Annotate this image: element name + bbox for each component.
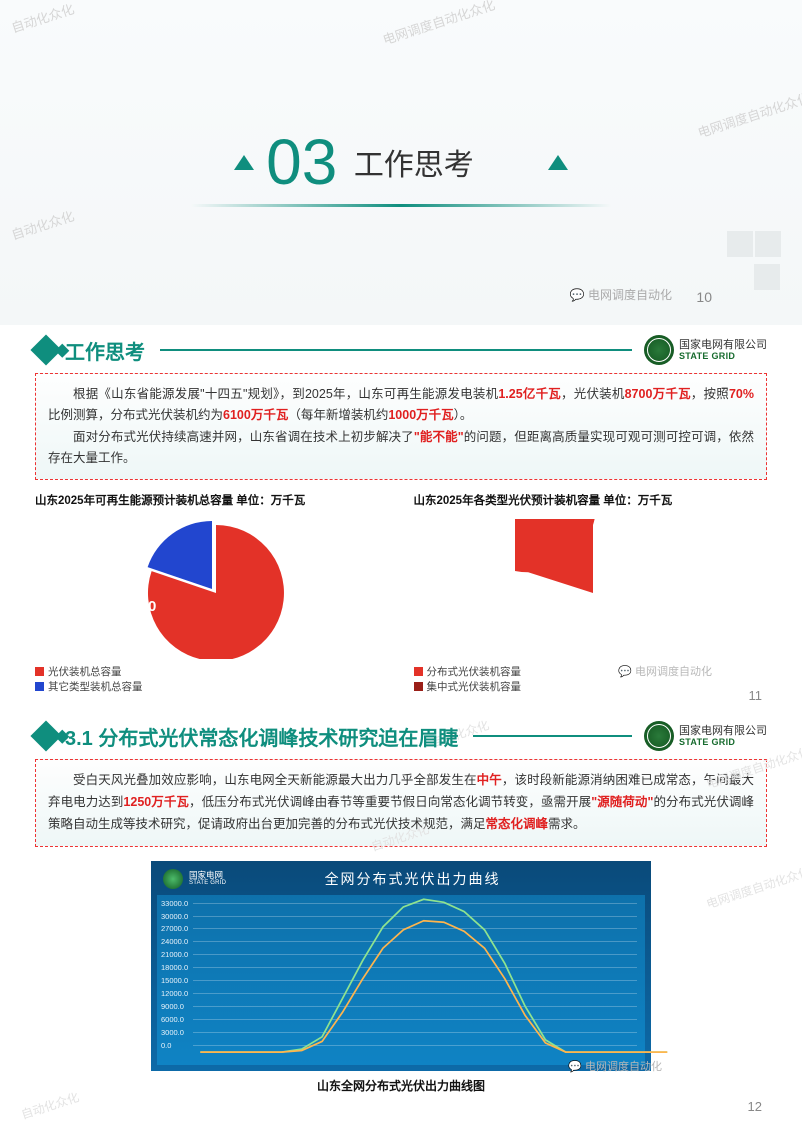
header-divider [160, 349, 632, 351]
slide-header: 3.1 分布式光伏常态化调峰技术研究迫在眉睫 国家电网有限公司 STATE GR… [35, 721, 767, 751]
page-number: 11 [749, 688, 763, 703]
section-number: 03 [266, 130, 337, 194]
y-tick-label: 15000.0 [161, 976, 188, 985]
y-tick-label: 9000.0 [161, 1002, 184, 1011]
chart1-title: 山东2025年可再生能源预计装机总容量 单位：万千瓦 [35, 492, 389, 508]
legend-item: 其它类型装机总容量 [35, 679, 143, 694]
diamond-icon [30, 720, 61, 751]
curve-header: 国家电网 STATE GRID 全网分布式光伏出力曲线 [157, 867, 645, 895]
pie-chart-2: 山东2025年各类型光伏预计装机容量 单位：万千瓦 6100 （占比约70%） [414, 492, 768, 694]
decor-squares [726, 230, 782, 296]
mini-logo-text: 国家电网 STATE GRID [189, 871, 226, 886]
watermark-diag: 自动化众化 [9, 205, 77, 243]
body-textbox: 受白天风光叠加效应影响，山东电网全天新能源最大出力几乎全部发生在中午，该时段新能… [35, 759, 767, 847]
curve-svg [193, 895, 681, 1065]
logo-text-en: STATE GRID [679, 351, 767, 361]
pie1-svg [137, 519, 287, 659]
pie2-label: 6100 （占比约70%） [469, 578, 546, 611]
watermark-tag: 💬 电网调度自动化 [618, 663, 712, 679]
slide-3-1: 3.1 分布式光伏常态化调峰技术研究迫在眉睫 国家电网有限公司 STATE GR… [0, 709, 802, 1124]
y-tick-label: 33000.0 [161, 899, 188, 908]
curve-plot-area: 33000.0 30000.0 27000.0 24000.0 21000.0 18000… [157, 895, 645, 1065]
curve-panel: 国家电网 STATE GRID 全网分布式光伏出力曲线 33000.0 30000… [151, 861, 651, 1071]
paragraph-1: 根据《山东省能源发展"十四五"规划》，到2025年，山东可再生能源发电装机1.2… [48, 384, 754, 427]
chart1-legend: 光伏装机总容量 其它类型装机总容量 [35, 664, 389, 694]
pie-chart-1: 山东2025年可再生能源预计装机总容量 单位：万千瓦 3800 8700 光伏装… [35, 492, 389, 694]
watermark-tag: 💬 电网调度自动化 [568, 1058, 662, 1074]
curve-title: 全网分布式光伏出力曲线 [226, 869, 599, 889]
paragraph: 受白天风光叠加效应影响，山东电网全天新能源最大出力几乎全部发生在中午，该时段新能… [48, 770, 754, 836]
logo-text-en: STATE GRID [679, 737, 767, 747]
slide-header: 工作思考 国家电网有限公司 STATE GRID [35, 335, 767, 365]
paragraph-2: 面对分布式光伏持续高速并网，山东省调在技术上初步解决了"能不能"的问题，但距离高… [48, 427, 754, 470]
legend-item: 光伏装机总容量 [35, 664, 122, 679]
section-divider-slide: 自动化众化 电网调度自动化众化 电网调度自动化众化 自动化众化 03 工作思考 … [0, 0, 802, 325]
y-tick-label: 21000.0 [161, 950, 188, 959]
logo-icon [644, 335, 674, 365]
legend-item: 分布式光伏装机容量 [414, 664, 522, 679]
y-tick-label: 30000.0 [161, 912, 188, 921]
underline-decor [191, 204, 611, 207]
logo-icon [644, 721, 674, 751]
y-tick-label: 3000.0 [161, 1028, 184, 1037]
slide-work-thinking: 工作思考 国家电网有限公司 STATE GRID 根据《山东省能源发展"十四五"… [0, 325, 802, 709]
legend-item: 集中式光伏装机容量 [414, 679, 522, 694]
section-title: 工作思考 [354, 140, 474, 184]
watermark-tag: 💬 电网调度自动化 [570, 286, 672, 303]
watermark-diag: 电网调度自动化众化 [380, 0, 497, 49]
logo-text-cn: 国家电网有限公司 [679, 339, 767, 351]
pie1-label-pv: 8700 [123, 598, 156, 615]
summary-textbox: 根据《山东省能源发展"十四五"规划》，到2025年，山东可再生能源发电装机1.2… [35, 373, 767, 480]
watermark-diag: 电网调度自动化众化 [704, 863, 802, 913]
logo-text-cn: 国家电网有限公司 [679, 725, 767, 737]
slide-title: 工作思考 [65, 336, 145, 365]
header-divider [473, 735, 632, 737]
page-number: 10 [696, 289, 712, 305]
diamond-icon [30, 334, 61, 365]
state-grid-logo: 国家电网有限公司 STATE GRID [644, 721, 767, 751]
page-number: 12 [748, 1099, 762, 1114]
slide-title: 3.1 分布式光伏常态化调峰技术研究迫在眉睫 [65, 722, 458, 751]
triangle-left-icon [234, 155, 254, 170]
triangle-right-icon [548, 155, 568, 170]
mini-logo-icon [163, 869, 183, 889]
y-tick-label: 12000.0 [161, 989, 188, 998]
y-tick-label: 18000.0 [161, 963, 188, 972]
state-grid-logo: 国家电网有限公司 STATE GRID [644, 335, 767, 365]
pie1-label-other: 3800 [67, 536, 100, 553]
curve-caption: 山东全网分布式光伏出力曲线图 [35, 1077, 767, 1094]
section-heading: 03 工作思考 [0, 130, 802, 207]
watermark-diag: 自动化众化 [9, 0, 77, 37]
y-tick-label: 27000.0 [161, 924, 188, 933]
y-tick-label: 6000.0 [161, 1015, 184, 1024]
y-tick-label: 24000.0 [161, 937, 188, 946]
chart2-legend: 分布式光伏装机容量 集中式光伏装机容量 [414, 664, 768, 694]
chart2-title: 山东2025年各类型光伏预计装机容量 单位：万千瓦 [414, 492, 768, 508]
y-tick-label: 0.0 [161, 1041, 171, 1050]
